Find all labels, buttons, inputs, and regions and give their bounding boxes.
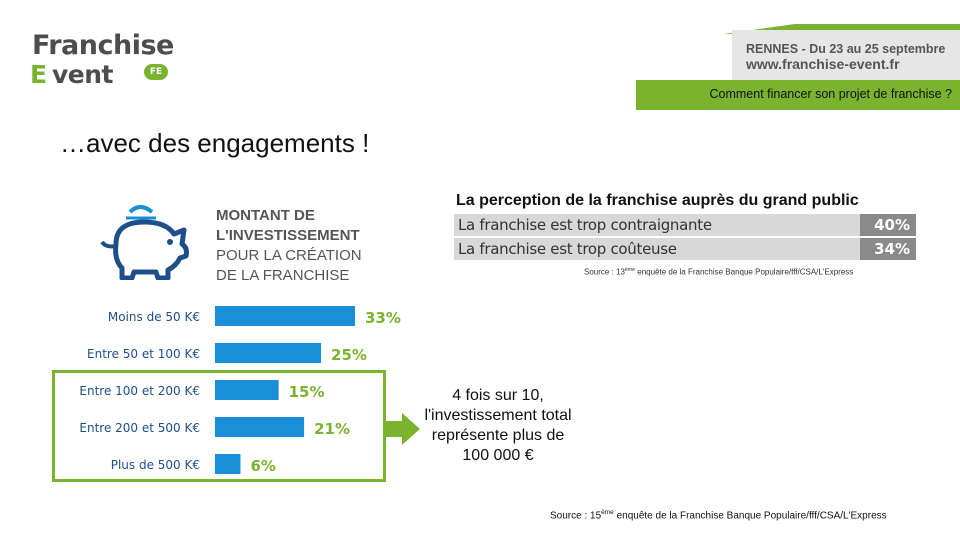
bar-value-label: 6% [250, 457, 275, 475]
perception-source-prefix: Source : 13 [584, 267, 625, 277]
event-dates: RENNES - Du 23 au 25 septembre [746, 42, 946, 56]
bar-category-label: Plus de 500 K€ [111, 458, 200, 472]
perception-label: La franchise est trop contraignante [454, 214, 860, 236]
bar [215, 417, 305, 437]
highlight-box [52, 370, 386, 482]
bar-value-label: 21% [314, 420, 350, 438]
bar-category-label: Entre 50 et 100 K€ [87, 347, 200, 361]
event-url[interactable]: www.franchise-event.fr [746, 56, 900, 72]
investment-bar-chart: Moins de 50 K€ 33% Entre 50 et 100 K€ 25% En… [79, 306, 401, 475]
bar-category-label: Entre 100 et 200 K€ [79, 384, 200, 398]
footer-source: Source : 15ème enquête de la Franchise B… [550, 509, 887, 521]
chart-title-line-2: L'INVESTISSEMENT [216, 227, 360, 244]
chart-title: MONTANT DE L'INVESTISSEMENT POUR LA CRÉA… [216, 206, 386, 286]
perception-row: La franchise est trop contraignante 40% [454, 214, 916, 236]
subtitle-bar [636, 80, 960, 110]
bar-category-label: Moins de 50 K€ [108, 310, 200, 324]
perception-source-sup: ème [624, 267, 636, 273]
perception-table: La franchise est trop contraignante 40% … [454, 214, 916, 262]
perception-label: La franchise est trop coûteuse [454, 238, 860, 260]
bar [215, 306, 355, 326]
perception-value: 34% [860, 238, 916, 260]
perception-row: La franchise est trop coûteuse 34% [454, 238, 916, 260]
bar-value-label: 25% [331, 346, 367, 364]
bar [215, 380, 279, 400]
footer-source-prefix: Source : 15 [550, 510, 602, 522]
logo-badge: FE [144, 64, 168, 80]
bar [215, 343, 322, 363]
chart-title-line-1: MONTANT DE [216, 207, 315, 224]
footer-source-sup: ème [601, 509, 614, 516]
header-accent [724, 24, 960, 34]
slide-title: …avec des engagements ! [60, 128, 370, 158]
header-box [732, 30, 960, 82]
bar-category-label: Entre 200 et 500 K€ [79, 421, 200, 435]
perception-value: 40% [860, 214, 916, 236]
perception-source-suffix: enquête de la Franchise Banque Populaire… [635, 267, 854, 277]
perception-title: La perception de la franchise auprès du … [456, 192, 859, 209]
chart-title-line-3: POUR LA CRÉATION [216, 247, 362, 264]
bar-value-label: 33% [365, 309, 401, 327]
logo-event-e: E [30, 60, 48, 89]
logo-franchise: Franchise [32, 30, 174, 61]
bar [215, 454, 241, 474]
callout-text: 4 fois sur 10, l'investissement total re… [424, 387, 572, 464]
chart-title-line-4: DE LA FRANCHISE [216, 267, 350, 284]
arrow-right-icon [386, 413, 420, 450]
footer-source-suffix: enquête de la Franchise Banque Populaire… [613, 510, 887, 522]
perception-source: Source : 13ème enquête de la Franchise B… [584, 267, 853, 277]
subtitle-text: Comment financer son projet de franchise… [709, 87, 953, 101]
bar-value-label: 15% [289, 383, 325, 401]
piggy-bank-icon [96, 204, 196, 285]
logo-event: vent [52, 60, 114, 89]
